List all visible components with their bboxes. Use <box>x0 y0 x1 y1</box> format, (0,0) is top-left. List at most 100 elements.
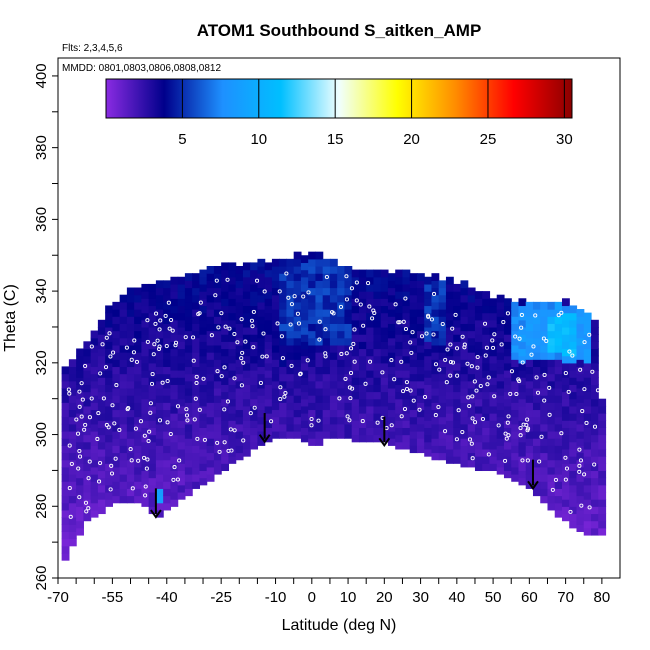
heat-cell <box>177 448 186 457</box>
heat-cell <box>213 330 222 339</box>
heat-cell <box>257 438 266 446</box>
observation-point <box>556 313 561 318</box>
heat-cell <box>416 273 425 281</box>
heat-cell <box>61 481 70 489</box>
heat-cell <box>496 344 505 353</box>
observation-point <box>288 322 293 327</box>
heat-cell <box>264 305 273 314</box>
heat-cell <box>257 287 266 296</box>
heat-cell <box>358 427 367 436</box>
x-tick-label: -40 <box>156 589 178 606</box>
heat-cell <box>184 301 193 310</box>
heat-cell <box>264 398 273 407</box>
heat-cell <box>163 474 171 482</box>
heat-cell <box>344 266 353 274</box>
heat-cell <box>525 452 534 461</box>
heat-cell <box>126 337 135 346</box>
heat-cell <box>213 359 222 368</box>
observation-point <box>587 332 592 337</box>
observation-point <box>462 342 467 347</box>
heat-cell <box>511 459 520 468</box>
heat-cell <box>148 420 157 428</box>
heat-cell <box>271 409 280 418</box>
heat-cell <box>583 405 592 414</box>
heat-cell <box>184 488 193 497</box>
heat-cell <box>97 355 106 364</box>
heat-cell <box>134 287 142 296</box>
heat-cell <box>279 373 288 382</box>
heat-cell <box>583 499 592 507</box>
heat-cell <box>192 373 201 382</box>
observation-point <box>167 326 172 331</box>
observation-point <box>109 463 114 468</box>
observation-point <box>419 334 425 339</box>
observation-point <box>150 372 155 377</box>
heat-cell <box>322 409 331 418</box>
observation-point <box>544 338 549 344</box>
heat-cell <box>235 380 244 389</box>
heat-cell <box>119 495 128 504</box>
heat-cell <box>445 291 454 299</box>
heat-cell <box>134 488 142 497</box>
heat-cell <box>177 413 186 421</box>
heat-cell <box>438 287 447 296</box>
heat-cell <box>358 298 367 307</box>
heat-cell <box>373 370 382 378</box>
heat-cell <box>242 283 251 292</box>
heat-cell <box>192 452 201 461</box>
heat-cell <box>525 387 534 396</box>
heat-cell <box>453 384 462 393</box>
heat-cell <box>503 470 512 479</box>
observation-point <box>469 441 474 446</box>
heat-cell <box>467 309 476 317</box>
heat-cell <box>351 362 360 371</box>
heat-cell <box>90 495 99 504</box>
heat-cell <box>561 391 570 400</box>
heat-cell <box>112 301 121 310</box>
heat-cell <box>329 316 338 324</box>
heat-cell <box>329 273 338 281</box>
heat-cell <box>590 477 599 486</box>
observation-point <box>465 361 470 366</box>
x-tick-label: 70 <box>557 589 574 606</box>
observation-point <box>456 408 461 413</box>
heat-cell <box>569 470 578 479</box>
heat-cell <box>76 362 84 371</box>
heat-cell <box>177 441 186 450</box>
heat-cell <box>358 283 367 292</box>
heat-cell <box>503 370 512 378</box>
heat-cell <box>228 262 237 271</box>
heat-cell <box>569 384 578 393</box>
heat-cell <box>119 337 128 346</box>
heat-cell <box>177 377 186 385</box>
heat-cell <box>308 380 317 389</box>
heat-cell <box>532 452 541 461</box>
heat-cell <box>474 420 483 428</box>
observation-point <box>517 336 522 341</box>
heat-cell <box>293 280 302 289</box>
heat-cell <box>221 463 230 472</box>
heat-cell <box>402 298 411 307</box>
heat-cell <box>424 384 433 393</box>
heat-cell <box>134 380 142 389</box>
heat-cell <box>358 391 367 400</box>
observation-point <box>402 406 408 412</box>
heat-cell <box>518 398 527 407</box>
heat-cell <box>105 334 113 342</box>
heat-cell <box>554 474 563 482</box>
heat-cell <box>351 413 360 421</box>
heat-cell <box>590 506 599 515</box>
heat-cell <box>264 420 273 428</box>
heat-cell <box>351 355 360 364</box>
heat-cell <box>148 298 157 307</box>
observation-point <box>251 309 256 314</box>
heat-cell <box>438 330 447 339</box>
heat-cell <box>554 395 563 403</box>
heat-cell <box>576 316 585 324</box>
heat-cell <box>460 445 469 454</box>
heat-cell <box>199 463 208 472</box>
heat-cell <box>213 387 222 396</box>
heat-cell <box>453 398 462 407</box>
heat-cell <box>76 484 84 493</box>
heat-cell <box>105 491 113 500</box>
